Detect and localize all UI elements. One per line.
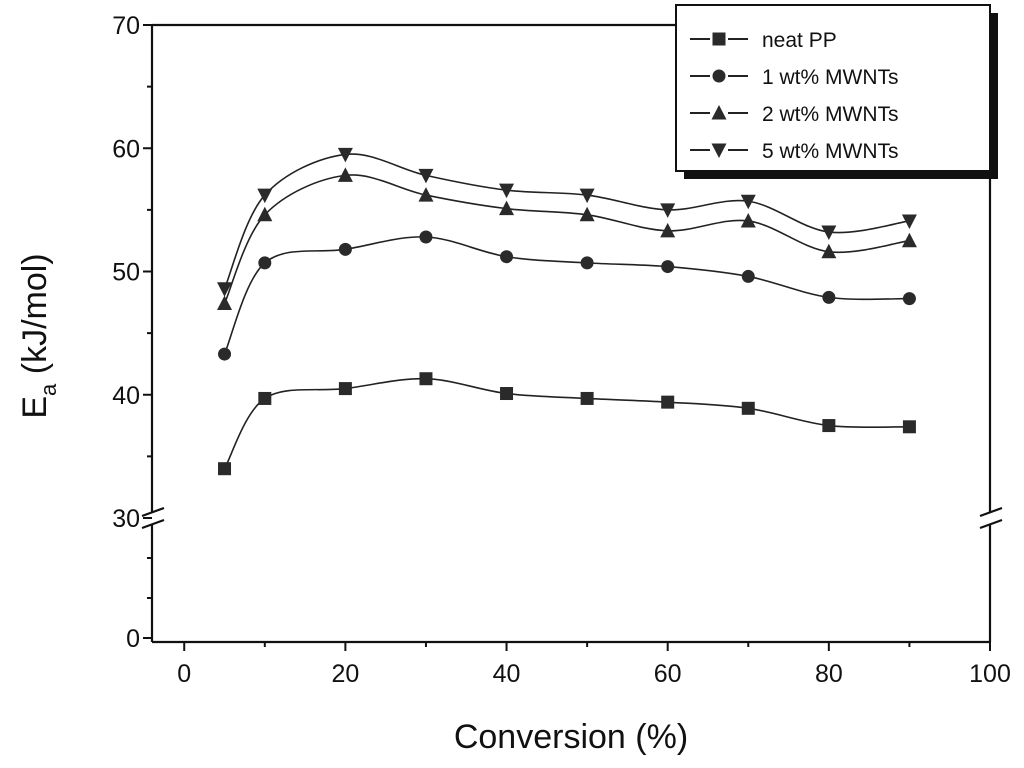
data-point-1wt-mwnts (822, 290, 836, 304)
y-axis-title-subscript: a (36, 383, 61, 396)
y-tick-label: 40 (112, 382, 140, 410)
axis-break-right-mark (979, 518, 1003, 530)
data-point-1wt-mwnts (258, 256, 272, 270)
legend-items: neat PP 1 wt% MWNTs 2 wt% MWNTs 5 wt% MWNTs (690, 29, 899, 163)
legend-marker-5wt-mwnts (711, 143, 727, 158)
legend: neat PP 1 wt% MWNTs 2 wt% MWNTs 5 wt% MWNTs (675, 4, 998, 179)
data-point-5wt-mwnts (901, 214, 917, 229)
data-point-neat-pp (741, 401, 755, 415)
data-point-5wt-mwnts (217, 282, 233, 297)
x-tick-label: 40 (493, 660, 521, 688)
data-point-2wt-mwnts (337, 167, 353, 182)
y-axis-title: Ea (kJ/mol) (16, 253, 61, 418)
data-point-neat-pp (338, 382, 352, 396)
data-point-1wt-mwnts (218, 347, 232, 361)
series-2wt-mwnts (217, 167, 917, 311)
data-point-neat-pp (258, 391, 272, 405)
axis-break-left-mark (141, 506, 165, 518)
y-tick-label: 50 (112, 259, 140, 287)
data-point-neat-pp (822, 419, 836, 433)
x-tick-label: 0 (177, 660, 191, 688)
data-point-neat-pp (580, 391, 594, 405)
data-point-5wt-mwnts (740, 194, 756, 210)
data-point-neat-pp (500, 387, 514, 401)
data-point-neat-pp (902, 420, 916, 434)
data-point-5wt-mwnts (337, 147, 353, 163)
data-point-2wt-mwnts (257, 206, 273, 222)
y-tick-label: 60 (112, 135, 140, 163)
x-axis-ticks: 0 20 40 60 80 100 (177, 642, 1011, 688)
series-line-1wt-mwnts (223, 236, 910, 355)
series-neat-pp (218, 372, 916, 476)
data-point-5wt-mwnts (418, 168, 434, 184)
data-point-1wt-mwnts (580, 256, 594, 270)
y-axis-title-main: E (16, 396, 54, 419)
x-tick-label: 100 (969, 660, 1011, 688)
series-line-neat-pp (223, 377, 910, 470)
legend-marker-2wt-mwnts (711, 105, 727, 120)
y-tick-label: 30 (112, 505, 140, 533)
data-point-5wt-mwnts (660, 203, 676, 218)
y-axis-ticks: 30 40 50 60 70 0 (112, 12, 152, 653)
x-tick-label: 60 (654, 660, 682, 688)
data-point-5wt-mwnts (821, 225, 837, 241)
data-point-1wt-mwnts (902, 292, 916, 306)
data-point-2wt-mwnts (901, 232, 917, 248)
x-axis-title: Conversion (%) (454, 718, 688, 756)
legend-box (675, 4, 991, 172)
series-1wt-mwnts (218, 230, 916, 361)
data-point-5wt-mwnts (499, 183, 515, 199)
legend-label-1wt-mwnts: 1 wt% MWNTs (762, 66, 899, 89)
series-5wt-mwnts (217, 147, 917, 297)
data-point-2wt-mwnts (217, 295, 233, 311)
data-point-1wt-mwnts (500, 250, 514, 264)
x-tick-label: 20 (331, 660, 359, 688)
data-point-2wt-mwnts (740, 212, 756, 228)
data-point-5wt-mwnts (257, 188, 273, 204)
axis-break-left-mark (141, 518, 165, 530)
data-point-neat-pp (218, 462, 232, 476)
y-axis-title-unit: (kJ/mol) (16, 253, 54, 383)
data-point-2wt-mwnts (418, 187, 434, 202)
y-tick-label: 0 (126, 625, 140, 653)
data-point-5wt-mwnts (579, 188, 595, 204)
data-point-2wt-mwnts (579, 206, 595, 222)
data-point-2wt-mwnts (660, 222, 676, 238)
data-point-2wt-mwnts (499, 200, 515, 216)
legend-label-neat-pp: neat PP (762, 29, 837, 52)
data-point-neat-pp (661, 395, 675, 409)
series-line-5wt-mwnts (223, 153, 910, 290)
legend-label-2wt-mwnts: 2 wt% MWNTs (762, 103, 899, 126)
data-point-1wt-mwnts (338, 242, 352, 256)
data-point-2wt-mwnts (821, 243, 837, 259)
data-point-1wt-mwnts (661, 260, 675, 274)
series-layer (217, 147, 917, 476)
x-tick-label: 80 (815, 660, 843, 688)
legend-marker-neat-pp (712, 32, 726, 46)
y-tick-label: 70 (112, 12, 140, 40)
axis-break-right-mark (979, 506, 1003, 518)
data-point-1wt-mwnts (741, 269, 755, 283)
legend-label-5wt-mwnts: 5 wt% MWNTs (762, 140, 899, 163)
data-point-1wt-mwnts (419, 230, 433, 244)
data-point-neat-pp (419, 372, 433, 386)
series-line-2wt-mwnts (223, 174, 910, 304)
legend-marker-1wt-mwnts (712, 69, 726, 83)
